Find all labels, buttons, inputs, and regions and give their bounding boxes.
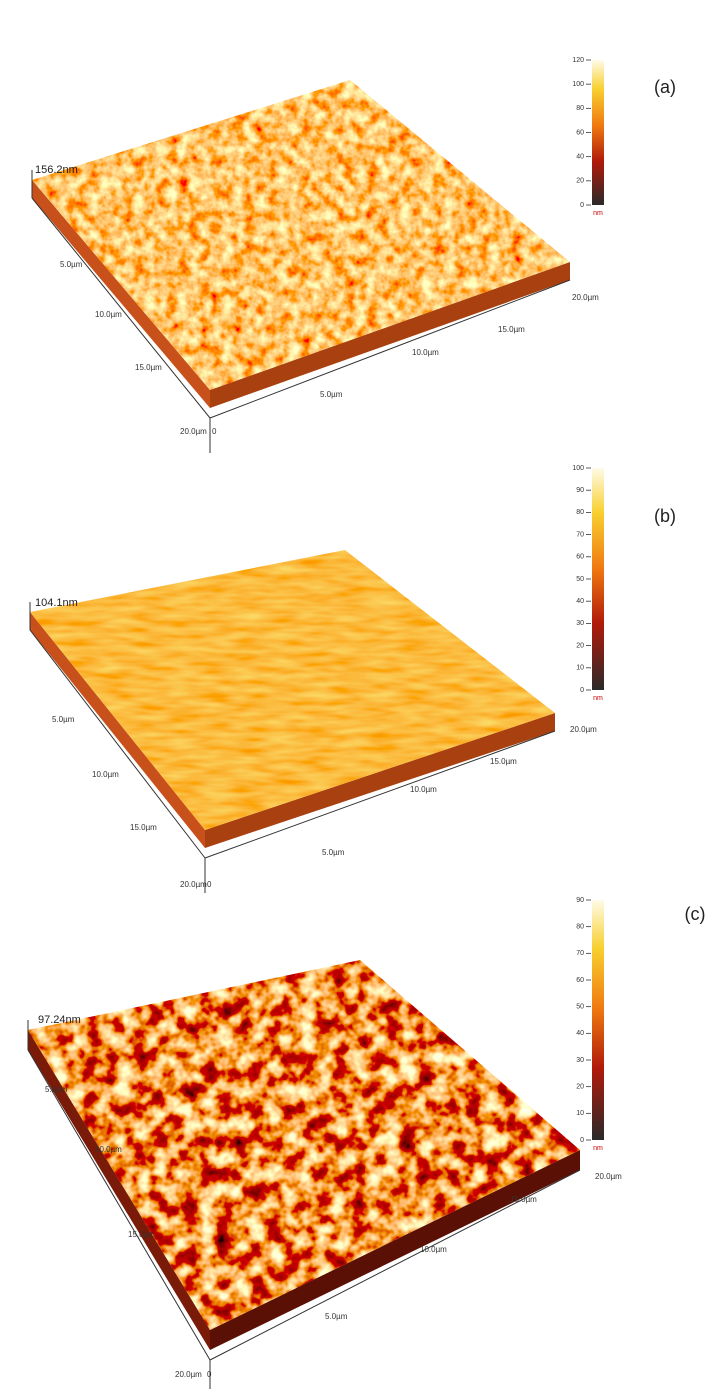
- axis-line: [204, 730, 556, 859]
- panel-label: (a): [654, 77, 676, 97]
- surface-side: [28, 1030, 210, 1350]
- axis-label: 5.0µm: [325, 1312, 348, 1321]
- colorbar-label: 100: [572, 465, 584, 472]
- colorbar-label: 20: [576, 1084, 584, 1091]
- colorbar-label: 80: [576, 105, 584, 112]
- colorbar-label: 70: [576, 950, 584, 957]
- axis-label: 20.0µm: [175, 1370, 202, 1379]
- axis-label: 20.0µm: [595, 1172, 622, 1181]
- colorbar-label: 60: [576, 129, 584, 136]
- axis-label: 20.0µm: [570, 725, 597, 734]
- colorbar-label: 50: [576, 576, 584, 583]
- colorbar-unit: nm: [593, 695, 603, 702]
- axis-label: 10.0µm: [410, 785, 437, 794]
- axis-label: 10.0µm: [412, 348, 439, 357]
- surface: [28, 960, 580, 1330]
- colorbar-label: 120: [572, 57, 584, 64]
- axis-label: 15.0µm: [498, 325, 525, 334]
- surface-side: [32, 180, 210, 408]
- axis-label: 20.0µm: [180, 427, 207, 436]
- surface-side: [210, 262, 570, 408]
- axis-label: 15.0µm: [128, 1230, 155, 1239]
- colorbar-label: 10: [576, 1110, 584, 1117]
- colorbar-label: 90: [576, 487, 584, 494]
- colorbar-label: 90: [576, 897, 584, 904]
- axis-label: 10.0µm: [420, 1245, 447, 1254]
- axis-label: 10.0µm: [92, 770, 119, 779]
- height-label: 156.2nm: [35, 164, 78, 176]
- axis-label: 20.0µm: [180, 880, 207, 889]
- axis-label: 5.0µm: [45, 1085, 68, 1094]
- colorbar-label: 20: [576, 642, 584, 649]
- axis-line: [31, 197, 211, 419]
- surface-side: [205, 713, 555, 848]
- axis-label: 15.0µm: [130, 823, 157, 832]
- colorbar-label: 100: [572, 81, 584, 88]
- colorbar-unit: nm: [593, 1145, 603, 1152]
- surface-side: [210, 1150, 580, 1350]
- height-label: 104.1nm: [35, 597, 78, 609]
- origin-label: 0: [207, 880, 212, 889]
- colorbar-label: 40: [576, 154, 584, 161]
- origin-label: 0: [212, 427, 217, 436]
- axis-line: [209, 1169, 581, 1361]
- axis-label: 5.0µm: [60, 260, 83, 269]
- axis-label: 15.0µm: [135, 363, 162, 372]
- colorbar-label: 40: [576, 598, 584, 605]
- colorbar-label: 20: [576, 178, 584, 185]
- surface: [30, 550, 555, 830]
- colorbar-label: 60: [576, 977, 584, 984]
- axis-line: [27, 1049, 211, 1361]
- panel-label: (b): [654, 506, 676, 526]
- axis-label: 5.0µm: [52, 715, 75, 724]
- colorbar-label: 80: [576, 924, 584, 931]
- colorbar-label: 0: [580, 687, 584, 694]
- colorbar-label: 0: [580, 202, 584, 209]
- axis-label: 5.0µm: [322, 848, 345, 857]
- colorbar-unit: nm: [593, 210, 603, 217]
- colorbar-label: 60: [576, 554, 584, 561]
- colorbar-label: 80: [576, 509, 584, 516]
- axis-label: 15.0µm: [510, 1195, 537, 1204]
- surface: [32, 80, 570, 390]
- colorbar-label: 50: [576, 1004, 584, 1011]
- axis-label: 5.0µm: [320, 390, 343, 399]
- origin-label: 0: [207, 1370, 212, 1379]
- colorbar: [592, 468, 604, 690]
- colorbar-label: 30: [576, 620, 584, 627]
- axis-line: [29, 629, 206, 859]
- colorbar: [592, 60, 604, 205]
- colorbar-label: 40: [576, 1030, 584, 1037]
- surface-side: [30, 612, 205, 848]
- axis-label: 10.0µm: [95, 1145, 122, 1154]
- axis-line: [209, 279, 571, 419]
- colorbar-label: 70: [576, 531, 584, 538]
- colorbar-label: 10: [576, 665, 584, 672]
- colorbar-label: 0: [580, 1137, 584, 1144]
- colorbar: [592, 900, 604, 1140]
- height-label: 97.24nm: [38, 1014, 81, 1026]
- colorbar-label: 30: [576, 1057, 584, 1064]
- axis-label: 10.0µm: [95, 310, 122, 319]
- axis-label: 15.0µm: [490, 757, 517, 766]
- axis-label: 20.0µm: [572, 293, 599, 302]
- panel-label: (c): [685, 904, 706, 924]
